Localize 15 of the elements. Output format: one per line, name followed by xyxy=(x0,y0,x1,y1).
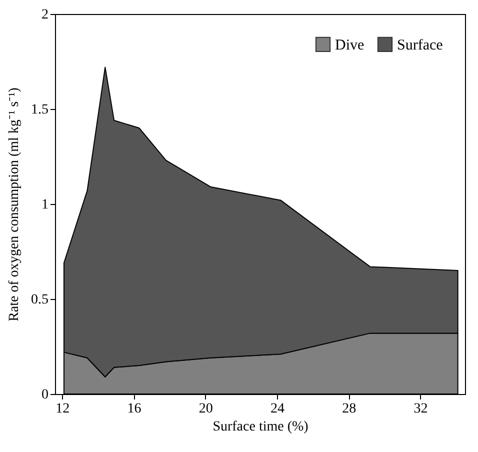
y-axis-title: Rate of oxygen consumption (ml kg⁻¹ s⁻¹) xyxy=(7,87,22,322)
x-tick-label: 28 xyxy=(342,402,356,416)
y-tick-label: 2 xyxy=(42,8,48,22)
y-tick-label: 0 xyxy=(42,388,48,402)
x-tick-label: 16 xyxy=(127,402,142,416)
x-tick-label: 20 xyxy=(198,402,213,416)
y-tick-label: 0.5 xyxy=(31,292,48,308)
x-axis-title: Surface time (%) xyxy=(212,420,309,434)
legend-label: Dive xyxy=(335,37,364,54)
x-tick-label: 32 xyxy=(414,402,428,416)
y-tick-label: 1.5 xyxy=(31,102,48,118)
y-tick-label: 1 xyxy=(42,198,48,212)
x-tick-label: 24 xyxy=(270,402,285,416)
legend-label: Surface xyxy=(397,37,444,54)
x-tick-label: 12 xyxy=(56,402,70,416)
